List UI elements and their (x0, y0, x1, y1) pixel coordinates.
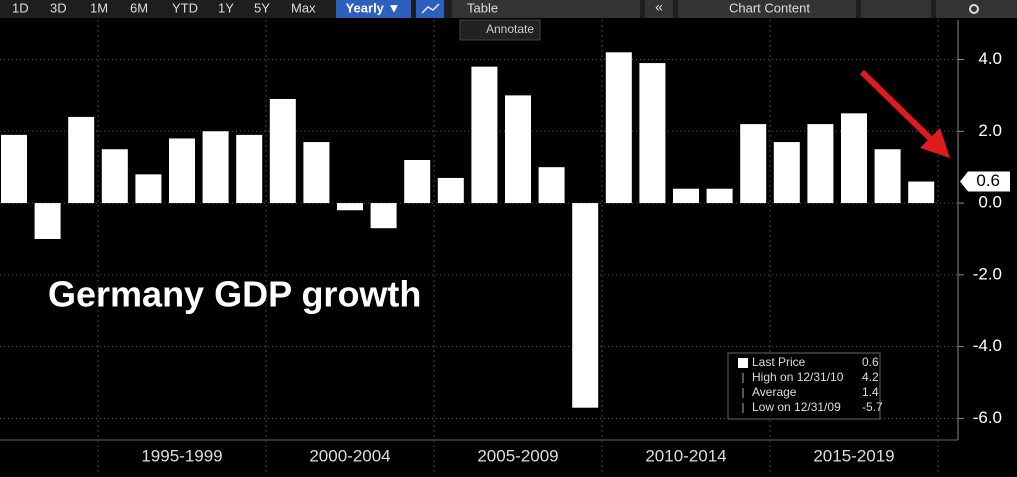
legend-value: -5.7 (862, 400, 883, 414)
range-button[interactable]: 1Y (218, 0, 234, 15)
chart-icon-button[interactable] (416, 0, 444, 18)
range-button[interactable]: 1M (90, 0, 108, 15)
annotate-button[interactable] (459, 19, 541, 41)
edit-button[interactable] (861, 0, 931, 18)
range-button[interactable]: 6M (130, 0, 148, 15)
x-tick-label: 2015-2019 (813, 446, 894, 465)
bar (68, 116, 95, 204)
last-price-label: 0.6 (976, 171, 1000, 190)
legend-box (727, 352, 881, 420)
legend-value: 1.4 (862, 385, 879, 399)
bar (874, 149, 901, 204)
chart-content-label[interactable]: Chart Content (729, 0, 810, 15)
bar (706, 188, 733, 204)
legend-name: High on 12/31/10 (752, 370, 844, 384)
legend-name: Low on 12/31/09 (752, 400, 841, 414)
range-button[interactable]: Max (291, 0, 316, 15)
bar (34, 203, 61, 239)
arrow-head (920, 128, 950, 158)
x-tick-label: 2010-2014 (645, 446, 726, 465)
settings-icon (969, 4, 979, 14)
bar (505, 95, 531, 204)
bar (471, 66, 498, 204)
bar (605, 52, 632, 204)
plot (0, 20, 964, 472)
period-label[interactable]: Yearly ▼ (346, 0, 401, 15)
bar (101, 149, 128, 204)
table-button[interactable] (452, 0, 640, 18)
legend-name: Average (752, 385, 797, 399)
bar (538, 167, 565, 204)
bar (572, 203, 599, 408)
y-tick-label: -6.0 (973, 408, 1002, 427)
y-tick-label: -4.0 (973, 336, 1002, 355)
legend-value: 0.6 (862, 355, 879, 369)
bar (370, 203, 397, 229)
chart-title: Germany GDP growth (48, 274, 421, 315)
toolbar-items: 1D 3D 1M 6M YTD 1Y 5Y Max (12, 0, 316, 15)
x-tick-label: 2005-2009 (477, 446, 558, 465)
chart-content-button[interactable] (678, 0, 856, 18)
last-price-tag (960, 171, 1010, 192)
collapse-label[interactable]: « (655, 0, 663, 15)
arrow-shaft (859, 69, 941, 149)
legend-value: 4.2 (862, 370, 879, 384)
y-tick-label: 4.0 (978, 49, 1002, 68)
bar (740, 124, 767, 204)
annotate-label[interactable]: Annotate (486, 22, 534, 36)
collapse-button[interactable] (645, 0, 673, 18)
y-tick-label: 0.0 (978, 193, 1002, 212)
bar (236, 134, 263, 204)
period-button[interactable] (336, 0, 411, 18)
bar (404, 160, 431, 204)
bar (269, 98, 296, 204)
range-button[interactable]: YTD (172, 0, 198, 15)
bar (303, 142, 330, 204)
bar (807, 124, 834, 204)
chart-icon (421, 3, 440, 14)
bar (135, 174, 162, 204)
bar (639, 63, 666, 204)
bar (1, 134, 27, 204)
legend-name: Last Price (752, 355, 806, 369)
bar (673, 188, 699, 204)
range-button[interactable]: 3D (50, 0, 67, 15)
legend-swatch (738, 358, 748, 368)
range-button[interactable]: 1D (12, 0, 29, 15)
x-tick-label: 2000-2004 (309, 446, 390, 465)
bar (437, 177, 464, 204)
bar (337, 203, 363, 211)
x-tick-label: 1995-1999 (141, 446, 222, 465)
table-label[interactable]: Table (467, 0, 498, 15)
y-tick-label: 2.0 (978, 121, 1002, 140)
bar (169, 138, 195, 204)
bar (773, 142, 800, 204)
y-tick-label: -2.0 (973, 264, 1002, 283)
bar (908, 181, 935, 204)
settings-button[interactable] (936, 0, 1017, 18)
bar (841, 113, 867, 204)
bar (202, 131, 229, 204)
range-button[interactable]: 5Y (254, 0, 270, 15)
